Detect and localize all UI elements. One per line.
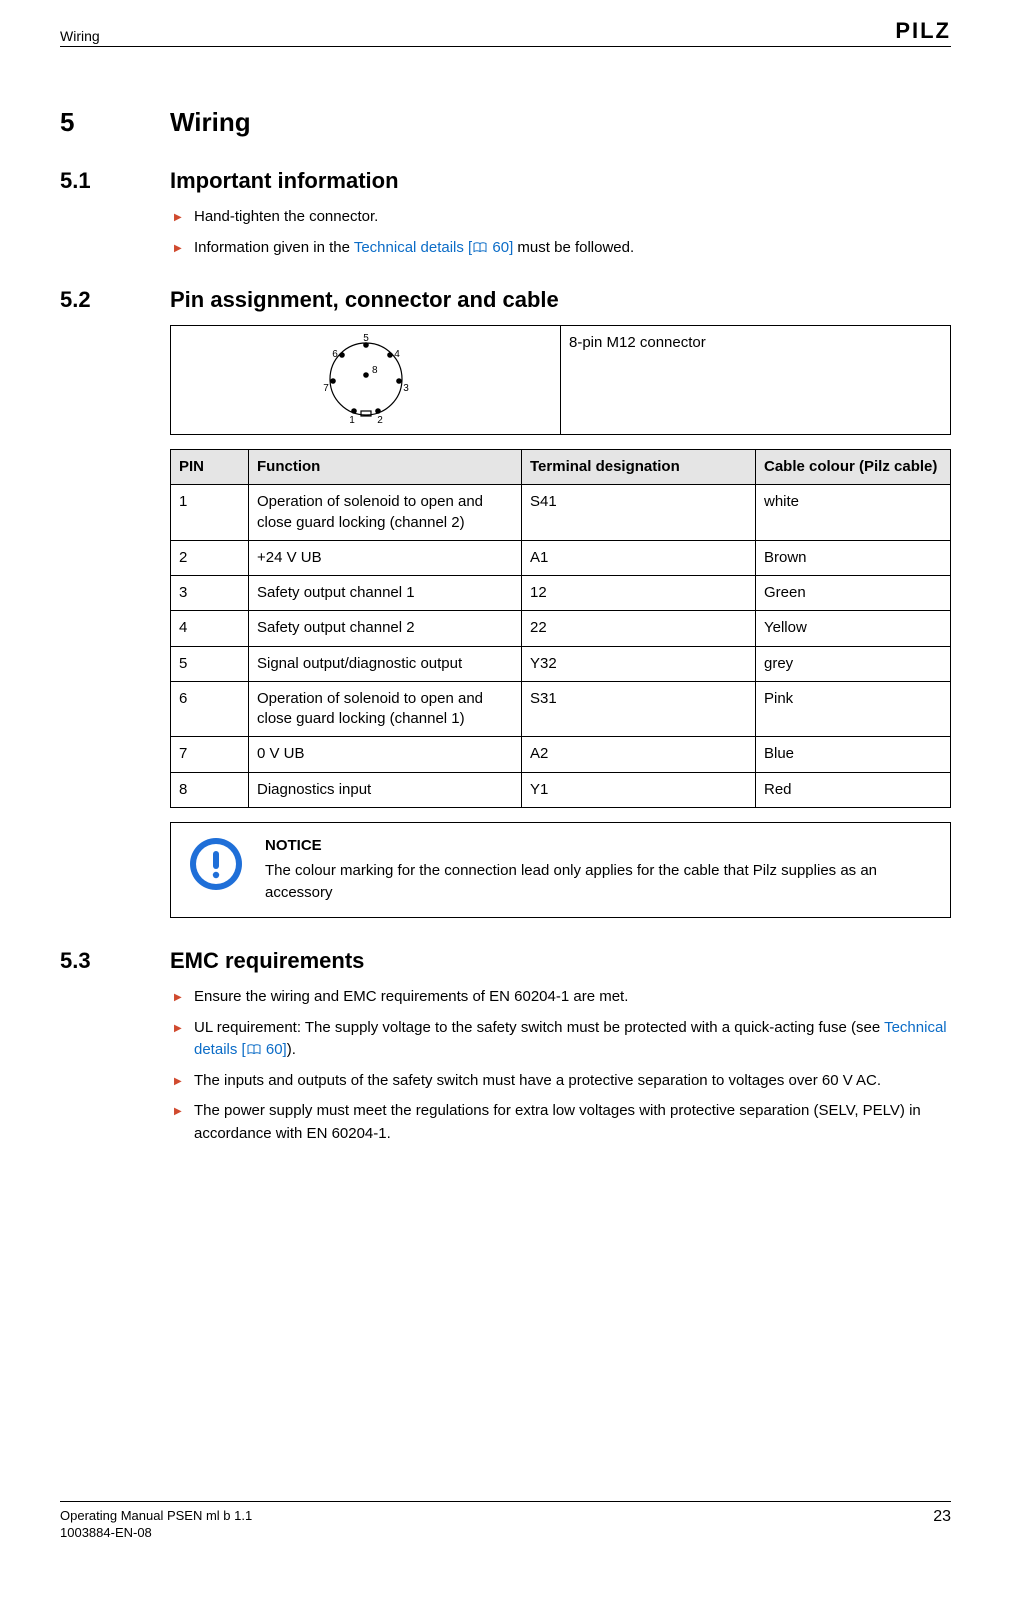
table-cell: Green — [756, 576, 951, 611]
table-header: Terminal designation — [522, 450, 756, 485]
page-header: Wiring PILZ — [60, 18, 951, 47]
table-cell: +24 V UB — [249, 540, 522, 575]
list-item: The power supply must meet the regulatio… — [170, 1100, 951, 1145]
table-cell: Operation of solenoid to open and close … — [249, 485, 522, 541]
table-cell: Operation of solenoid to open and close … — [249, 681, 522, 737]
table-row: 8Diagnostics inputY1Red — [171, 772, 951, 807]
footer-line-2: 1003884-EN-08 — [60, 1525, 252, 1542]
book-icon — [247, 1040, 261, 1051]
section-number-5-3: 5.3 — [60, 948, 170, 1173]
table-cell: A1 — [522, 540, 756, 575]
section-title-5-3: EMC requirements — [170, 948, 951, 974]
table-cell: Y32 — [522, 646, 756, 681]
svg-text:2: 2 — [377, 415, 383, 426]
page-footer: Operating Manual PSEN ml b 1.1 1003884-E… — [60, 1501, 951, 1542]
table-cell: 5 — [171, 646, 249, 681]
cross-reference-link[interactable]: Technical details [ 60] — [194, 1019, 947, 1059]
book-icon — [473, 238, 487, 249]
table-cell: 2 — [171, 540, 249, 575]
m12-connector-diagram: 5 4 3 2 1 7 6 8 — [316, 333, 416, 427]
table-cell: Y1 — [522, 772, 756, 807]
list-item: UL requirement: The supply voltage to th… — [170, 1017, 951, 1062]
svg-text:3: 3 — [403, 383, 409, 394]
table-cell: Yellow — [756, 611, 951, 646]
table-row: 6Operation of solenoid to open and close… — [171, 681, 951, 737]
svg-text:4: 4 — [394, 349, 400, 360]
header-section: Wiring — [60, 28, 100, 44]
list-item: Ensure the wiring and EMC requirements o… — [170, 986, 951, 1009]
table-cell: Signal output/diagnostic output — [249, 646, 522, 681]
notice-title: NOTICE — [265, 837, 932, 854]
notice-body: The colour marking for the connection le… — [265, 860, 932, 904]
pilz-logo: PILZ — [895, 18, 951, 44]
table-cell: 4 — [171, 611, 249, 646]
table-cell: Red — [756, 772, 951, 807]
section-title-5-1: Important information — [170, 168, 951, 194]
cross-reference-link[interactable]: Technical details [ 60] — [354, 239, 513, 256]
table-cell: white — [756, 485, 951, 541]
chapter-title: Wiring — [170, 107, 951, 138]
svg-text:1: 1 — [349, 415, 355, 426]
section-5-3-list: Ensure the wiring and EMC requirements o… — [170, 986, 951, 1145]
table-row: 70 V UBA2Blue — [171, 737, 951, 772]
svg-text:7: 7 — [323, 383, 329, 394]
table-cell: 12 — [522, 576, 756, 611]
connector-label-cell: 8-pin M12 connector — [561, 326, 951, 435]
table-row: 5Signal output/diagnostic outputY32grey — [171, 646, 951, 681]
table-row: 2+24 V UBA1Brown — [171, 540, 951, 575]
svg-text:8: 8 — [372, 365, 378, 376]
table-cell: Pink — [756, 681, 951, 737]
table-row: 3Safety output channel 112Green — [171, 576, 951, 611]
table-cell: Safety output channel 2 — [249, 611, 522, 646]
table-cell: 8 — [171, 772, 249, 807]
table-cell: S41 — [522, 485, 756, 541]
table-cell: 7 — [171, 737, 249, 772]
list-item: Information given in the Technical detai… — [170, 237, 951, 260]
table-cell: grey — [756, 646, 951, 681]
connector-diagram-table: 5 4 3 2 1 7 6 8 8-pin M12 connector — [170, 325, 951, 435]
connector-diagram-cell: 5 4 3 2 1 7 6 8 — [171, 326, 561, 435]
table-row: 1Operation of solenoid to open and close… — [171, 485, 951, 541]
table-row: 4Safety output channel 222Yellow — [171, 611, 951, 646]
footer-line-1: Operating Manual PSEN ml b 1.1 — [60, 1508, 252, 1525]
table-cell: A2 — [522, 737, 756, 772]
notice-icon — [189, 837, 243, 891]
table-cell: Blue — [756, 737, 951, 772]
chapter-number: 5 — [60, 107, 170, 168]
table-header: Cable colour (Pilz cable) — [756, 450, 951, 485]
table-header: PIN — [171, 450, 249, 485]
svg-text:5: 5 — [363, 333, 369, 344]
list-item: The inputs and outputs of the safety swi… — [170, 1070, 951, 1093]
pin-assignment-table: PINFunctionTerminal designationCable col… — [170, 449, 951, 808]
section-title-5-2: Pin assignment, connector and cable — [170, 287, 951, 313]
table-cell: Safety output channel 1 — [249, 576, 522, 611]
list-item: Hand-tighten the connector. — [170, 206, 951, 229]
table-header: Function — [249, 450, 522, 485]
svg-text:6: 6 — [332, 349, 338, 360]
table-cell: 0 V UB — [249, 737, 522, 772]
footer-page-number: 23 — [933, 1508, 951, 1542]
section-number-5-1: 5.1 — [60, 168, 170, 287]
table-cell: 1 — [171, 485, 249, 541]
table-cell: 6 — [171, 681, 249, 737]
notice-box: NOTICE The colour marking for the connec… — [170, 822, 951, 919]
section-number-5-2: 5.2 — [60, 287, 170, 948]
table-cell: 22 — [522, 611, 756, 646]
table-cell: Brown — [756, 540, 951, 575]
section-5-1-list: Hand-tighten the connector. Information g… — [170, 206, 951, 259]
table-cell: Diagnostics input — [249, 772, 522, 807]
table-cell: S31 — [522, 681, 756, 737]
table-cell: 3 — [171, 576, 249, 611]
